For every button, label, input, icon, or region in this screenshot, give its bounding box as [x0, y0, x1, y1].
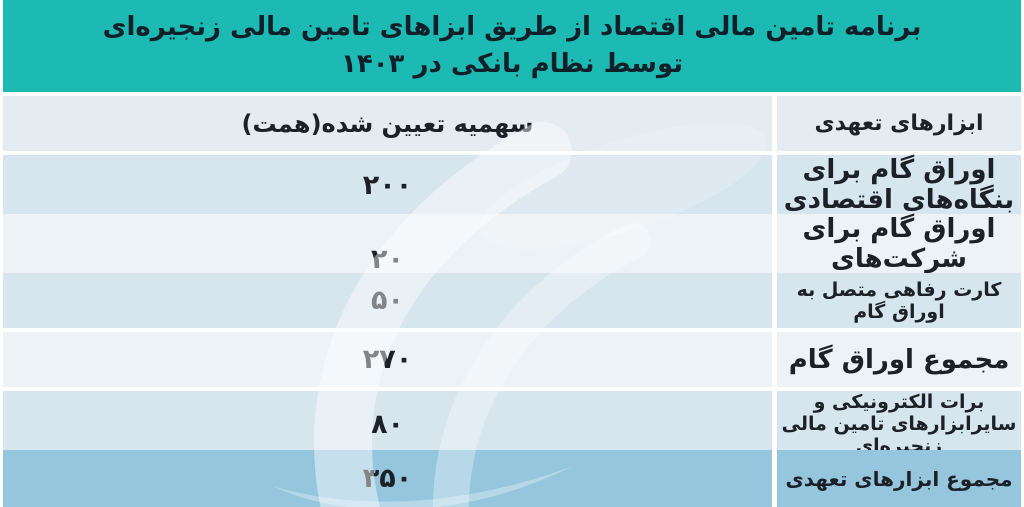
row-value: ۲۰۰	[3, 155, 772, 215]
column-header-quota: سهمیه تعیین شده(همت)	[3, 96, 772, 151]
table-row: اوراق گام برای بنگاه‌های اقتصادی ۲۰۰	[3, 155, 1021, 215]
row-value: ۵۰	[3, 273, 772, 328]
row-label: برات الکترونیکی و سایرابزارهای تامین مال…	[777, 391, 1021, 457]
row-value: ۲۷۰	[3, 332, 772, 387]
row-value: ۸۰	[3, 391, 772, 457]
quota-table: ابزارهای تعهدی سهمیه تعیین شده(همت) اورا…	[3, 96, 1021, 507]
table-row: برات الکترونیکی و سایرابزارهای تامین مال…	[3, 391, 1021, 457]
table-row: مجموع اوراق گام ۲۷۰	[3, 332, 1021, 387]
column-header-instruments: ابزارهای تعهدی	[777, 96, 1021, 151]
table-header-row: ابزارهای تعهدی سهمیه تعیین شده(همت)	[3, 96, 1021, 151]
table-row: اوراق گام برای شرکت‌های دانش‌بنیان ۲۰	[3, 214, 1021, 304]
row-label: اوراق گام برای بنگاه‌های اقتصادی	[777, 155, 1021, 215]
row-label: مجموع ابزارهای تعهدی	[777, 450, 1021, 507]
row-label: کارت رفاهی متصل به اوراق گام	[777, 273, 1021, 328]
row-label: مجموع اوراق گام	[777, 332, 1021, 387]
title-line-1: برنامه تامین مالی اقتصاد از طریق ابزاهای…	[102, 12, 922, 42]
table-total-row: مجموع ابزارهای تعهدی ۳۵۰	[3, 450, 1021, 507]
title-line-2: توسط نظام بانکی در ۱۴۰۳	[340, 49, 684, 79]
row-value: ۳۵۰	[3, 450, 772, 507]
title-banner: برنامه تامین مالی اقتصاد از طریق ابزاهای…	[3, 0, 1021, 92]
table-row: کارت رفاهی متصل به اوراق گام ۵۰	[3, 273, 1021, 328]
